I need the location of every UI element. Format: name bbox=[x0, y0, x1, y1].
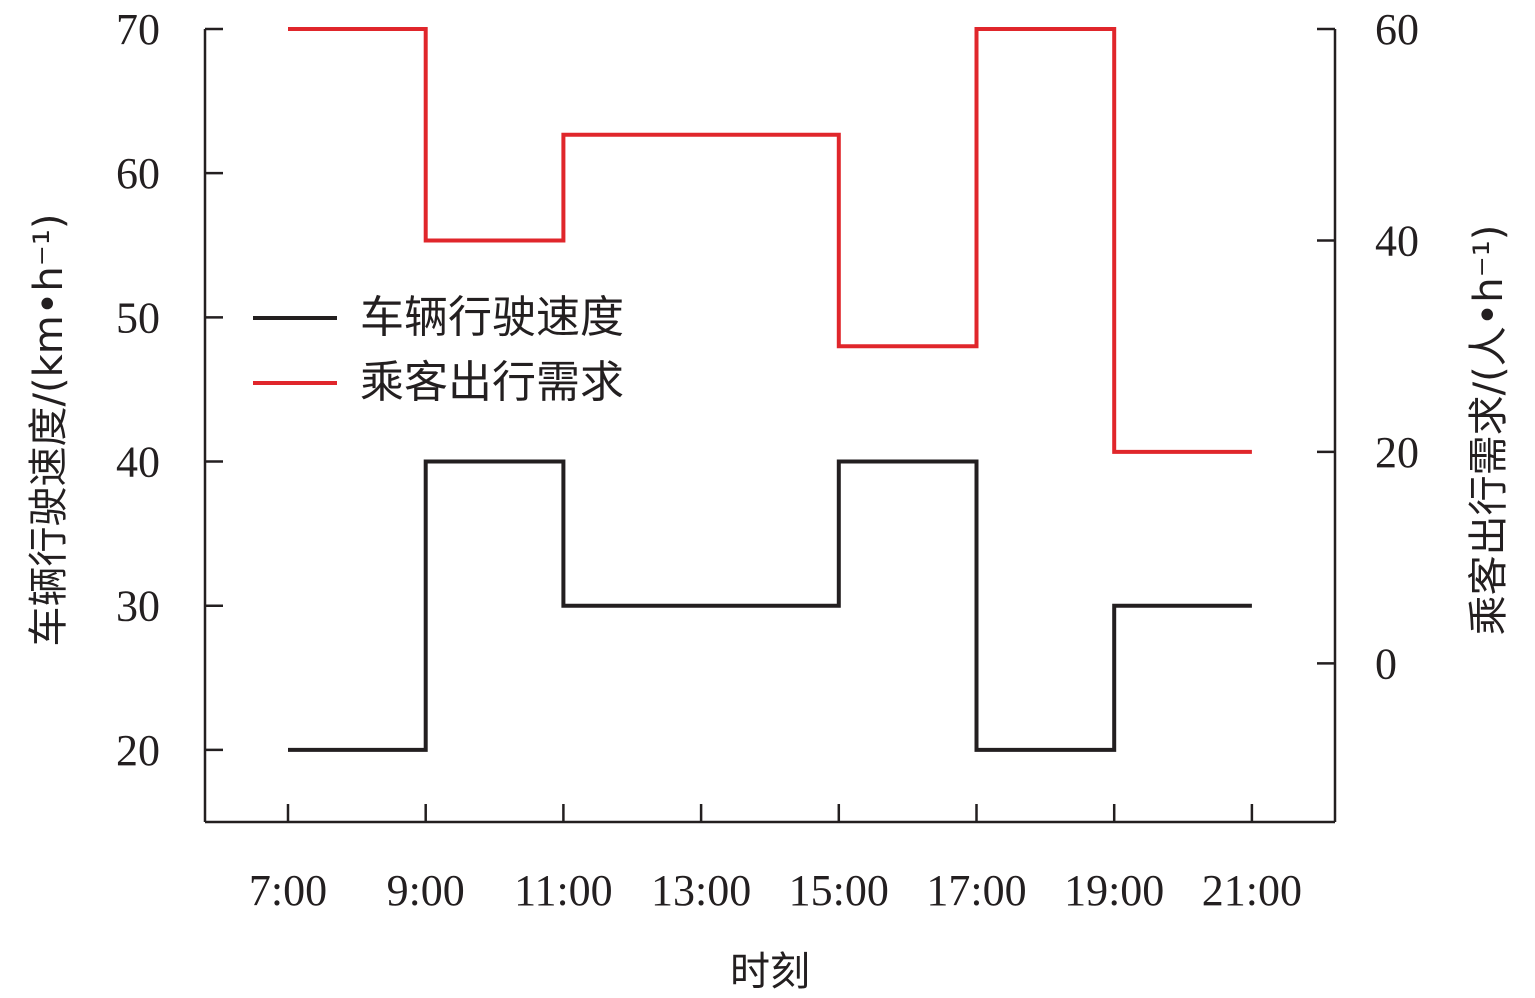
right-y-axis: 0 20 40 60 bbox=[1317, 5, 1419, 688]
left-tick-label-30: 30 bbox=[116, 582, 160, 631]
x-tick-label-0: 7:00 bbox=[249, 866, 327, 915]
plot-frame bbox=[203, 29, 1337, 824]
right-tick-label-20: 20 bbox=[1375, 428, 1419, 477]
x-tick-label-1: 9:00 bbox=[387, 866, 465, 915]
legend-label-demand: 乘客出行需求 bbox=[360, 357, 624, 408]
left-y-axis-title: 车辆行驶速度/(km•h⁻¹) bbox=[26, 214, 72, 647]
left-tick-label-70: 70 bbox=[116, 5, 160, 54]
series-line-0 bbox=[288, 459, 1252, 752]
x-tick-label-4: 15:00 bbox=[789, 866, 889, 915]
right-y-axis-title: 乘客出行需求/(人•h⁻¹) bbox=[1466, 225, 1512, 636]
left-tick-label-20: 20 bbox=[116, 726, 160, 775]
legend-label-speed: 车辆行驶速度 bbox=[360, 292, 624, 343]
x-axis: 7:00 9:00 11:00 13:00 15:00 17:00 19:00 21:00 bbox=[249, 804, 1302, 915]
left-y-axis: 20 30 40 50 60 70 bbox=[116, 5, 223, 775]
left-tick-label-60: 60 bbox=[116, 149, 160, 198]
left-tick-label-40: 40 bbox=[116, 438, 160, 487]
x-axis-title: 时刻 bbox=[730, 949, 810, 995]
right-tick-label-40: 40 bbox=[1375, 216, 1419, 265]
legend: 车辆行驶速度 乘客出行需求 bbox=[253, 292, 624, 408]
series-line-1 bbox=[288, 27, 1252, 454]
left-tick-label-50: 50 bbox=[116, 293, 160, 342]
x-tick-label-3: 13:00 bbox=[651, 866, 751, 915]
x-tick-label-2: 11:00 bbox=[514, 866, 613, 915]
x-tick-label-7: 21:00 bbox=[1202, 866, 1302, 915]
x-tick-label-5: 17:00 bbox=[926, 866, 1026, 915]
series-layer bbox=[288, 27, 1252, 752]
right-tick-label-0: 0 bbox=[1375, 639, 1397, 688]
right-tick-label-60: 60 bbox=[1375, 5, 1419, 54]
x-tick-label-6: 19:00 bbox=[1064, 866, 1164, 915]
